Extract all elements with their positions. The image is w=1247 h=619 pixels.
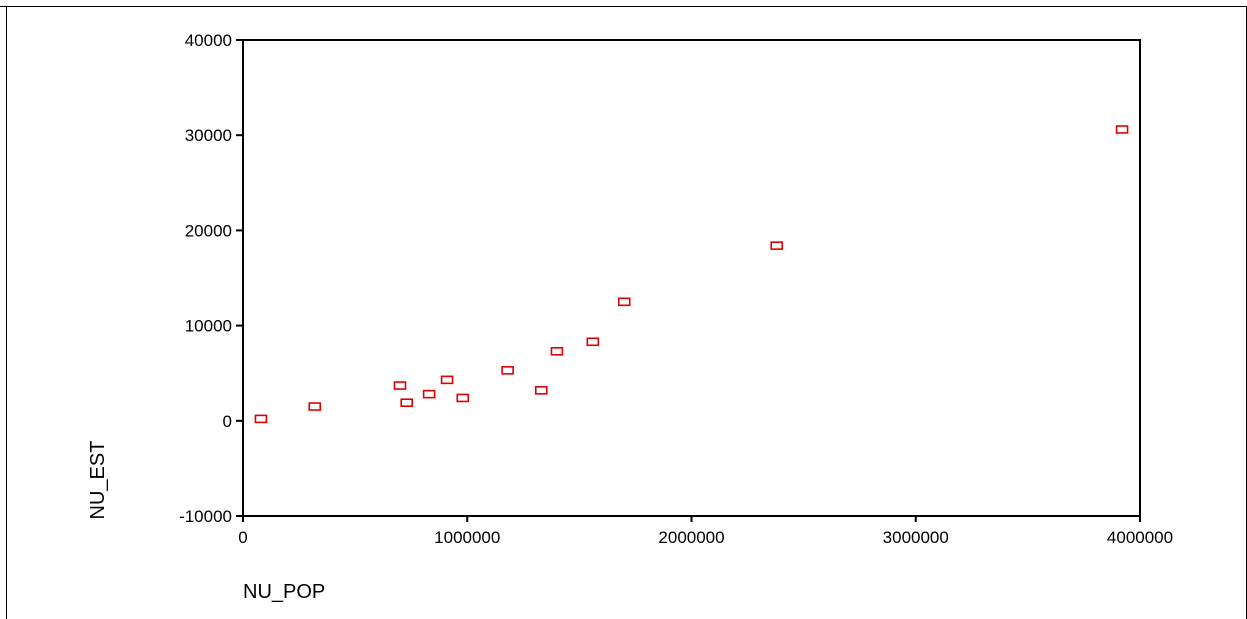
x-axis: 0 1000000 2000000 3000000 4000000 bbox=[238, 516, 1173, 547]
data-points bbox=[254, 125, 1129, 424]
y-tick-label: 30000 bbox=[185, 126, 232, 145]
plot-area bbox=[242, 39, 1141, 517]
data-point bbox=[308, 402, 322, 411]
y-tick-label: -10000 bbox=[179, 507, 232, 526]
x-tick-label: 2000000 bbox=[658, 528, 724, 547]
x-axis-title: NU_POP bbox=[243, 581, 325, 603]
data-point bbox=[393, 381, 407, 390]
data-point bbox=[586, 337, 600, 347]
data-point bbox=[400, 398, 414, 408]
data-point bbox=[254, 414, 268, 424]
x-tick-label: 4000000 bbox=[1107, 528, 1173, 547]
y-tick-label: 40000 bbox=[185, 31, 232, 50]
data-point bbox=[422, 389, 436, 399]
x-tick-label: 0 bbox=[238, 528, 247, 547]
data-point bbox=[550, 347, 564, 356]
x-tick-label: 3000000 bbox=[883, 528, 949, 547]
y-tick-label: 0 bbox=[223, 412, 232, 431]
data-point bbox=[501, 366, 514, 375]
data-point bbox=[440, 375, 454, 385]
data-point bbox=[456, 393, 470, 403]
data-point bbox=[1115, 125, 1129, 134]
data-point bbox=[534, 386, 548, 395]
x-tick-label: 1000000 bbox=[434, 528, 500, 547]
y-axis: -10000 0 10000 20000 30000 40000 bbox=[179, 31, 243, 526]
y-tick-label: 10000 bbox=[185, 317, 232, 336]
y-axis-title: NU_EST bbox=[87, 441, 109, 520]
data-point bbox=[617, 297, 631, 307]
y-tick-label: 20000 bbox=[185, 221, 232, 240]
data-point bbox=[770, 241, 784, 250]
